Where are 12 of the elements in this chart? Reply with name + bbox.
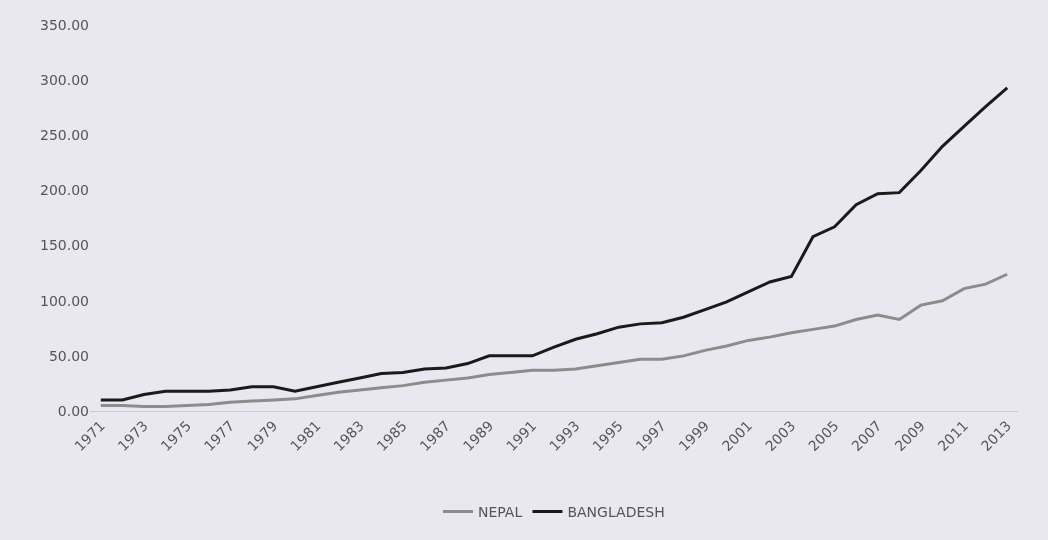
y-tick-label: 100.00: [40, 292, 89, 309]
y-tick-label: 300.00: [40, 72, 89, 89]
line-series: [99, 86, 1009, 402]
y-tick-label: 150.00: [40, 237, 89, 254]
legend-label: NEPAL: [478, 503, 523, 520]
y-tick-label: 200.00: [40, 182, 89, 199]
y-tick-label: 50.00: [48, 347, 89, 364]
y-tick-label: 350.00: [40, 16, 89, 33]
y-tick-label: 0.00: [57, 402, 89, 419]
legend-label: BANGLADESH: [567, 503, 665, 520]
y-tick-label: 250.00: [40, 127, 89, 144]
line-series: [99, 272, 1009, 409]
